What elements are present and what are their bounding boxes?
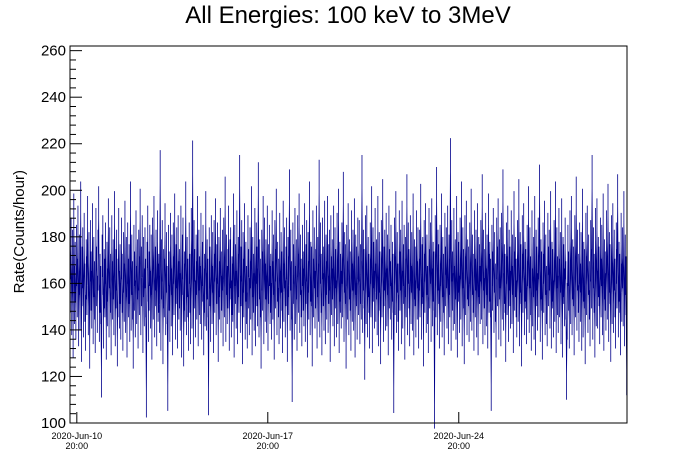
x-tick-time-label: 20:00: [257, 441, 280, 451]
y-tick-label: 100: [41, 415, 66, 432]
y-tick-label: 120: [41, 368, 66, 385]
y-tick-label: 220: [41, 136, 66, 153]
y-tick-label: 240: [41, 89, 66, 106]
y-tick-label: 140: [41, 322, 66, 339]
y-tick-label: 160: [41, 275, 66, 292]
y-axis-label: Rate(Counts/hour): [11, 170, 28, 293]
y-tick-label: 260: [41, 43, 66, 60]
x-tick-date-label: 2020-Jun-24: [433, 431, 484, 441]
data-series: [69, 138, 628, 429]
plot-frame: [69, 45, 628, 424]
x-tick-date-label: 2020-Jun-10: [52, 431, 103, 441]
x-tick-date-label: 2020-Jun-17: [243, 431, 294, 441]
x-tick-time-label: 20:00: [66, 441, 89, 451]
chart-title: All Energies: 100 keV to 3MeV: [185, 2, 511, 29]
series-line: [69, 138, 628, 429]
axes: 1001201401601802002202402602020-Jun-1020…: [41, 43, 628, 451]
y-tick-label: 200: [41, 182, 66, 199]
x-tick-time-label: 20:00: [447, 441, 470, 451]
y-tick-label: 180: [41, 229, 66, 246]
